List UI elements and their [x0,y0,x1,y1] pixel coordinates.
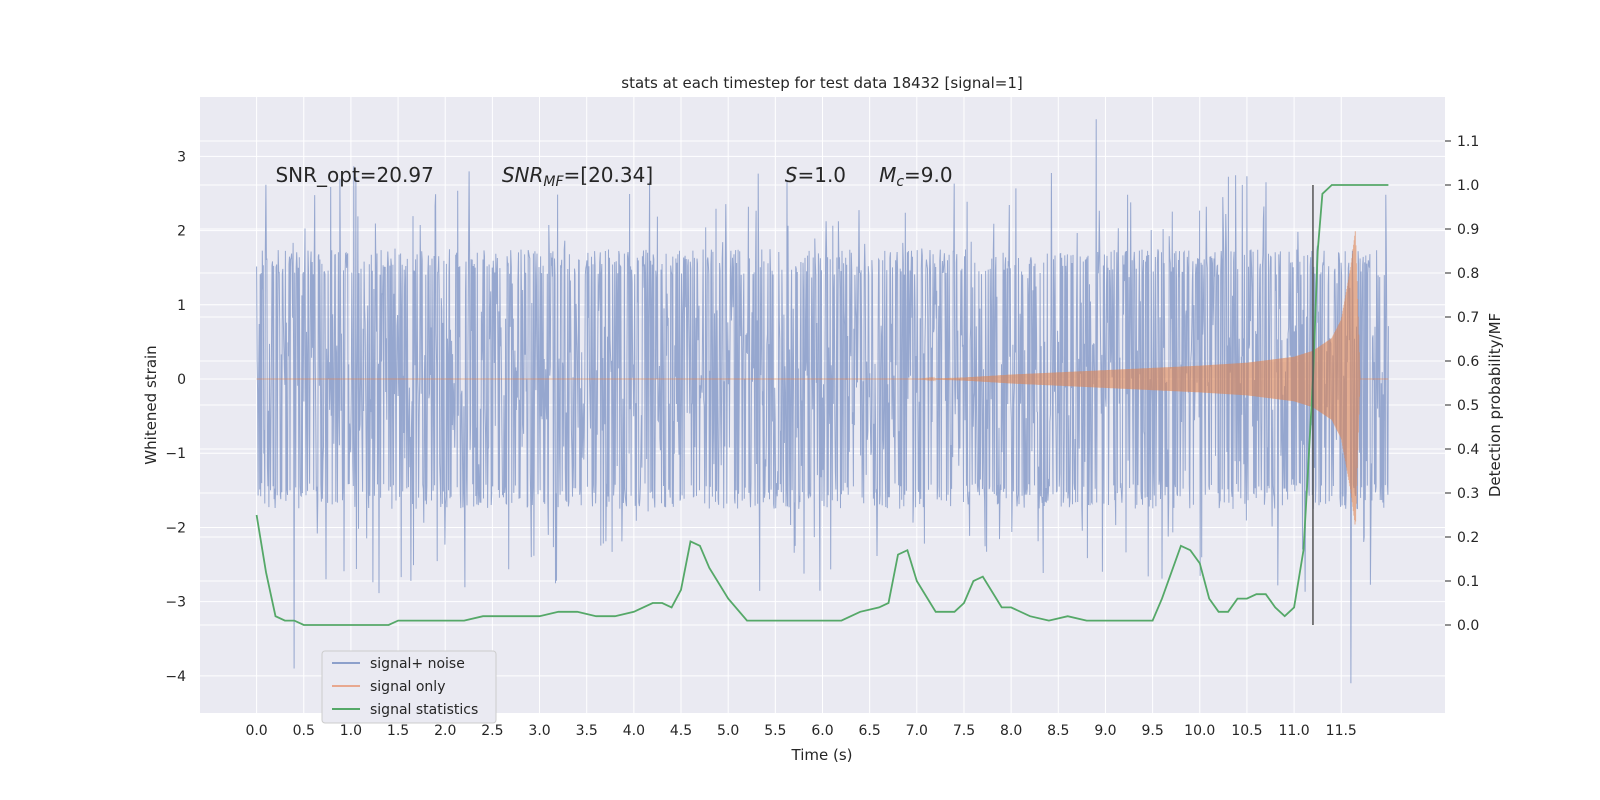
legend-label-noise: signal+ noise [370,656,465,672]
x-tick-label: 3.5 [576,723,598,739]
y2-tick-label: 0.5 [1457,398,1479,414]
y2-tick-label: 0.1 [1457,574,1479,590]
x-axis-label: Time (s) [791,746,853,764]
x-tick-label: 0.5 [293,723,315,739]
signal-series [256,231,1389,525]
x-tick-label: 10.5 [1231,723,1262,739]
y-tick-label: −4 [165,669,186,685]
annotation: S=1.0 [785,163,846,187]
legend-box [321,650,497,724]
x-tick-label: 4.0 [623,723,645,739]
legend-label-signal: signal only [370,679,445,695]
y-ticks: −4 −3 −2 −1 0 1 2 3 [165,149,186,685]
y2-tick-label: 0.0 [1457,618,1479,634]
y-tick-label: −3 [165,595,186,611]
x-tick-label: 1.5 [387,723,409,739]
y2-tick-label: 0.8 [1457,266,1479,282]
stats-series [255,184,1389,626]
y2-tick-label: 0.4 [1457,442,1479,458]
x-tick-label: 9.5 [1141,723,1163,739]
y-tick-label: 0 [177,372,186,388]
x-tick-label: 2.0 [434,723,456,739]
x-tick-label: 8.5 [1047,723,1069,739]
x-tick-label: 4.5 [670,723,692,739]
y2-tick-label: 0.2 [1457,530,1479,546]
annotations: SNR_opt=20.97 SNRMF=[20.34] S=1.0 Mc=9.0 [275,163,952,190]
legend-label-stats: signal statistics [370,702,478,718]
x-ticks: 0.0 0.5 1.0 1.5 2.0 2.5 3.0 3.5 4.0 4.5 5.0 5.5 6.0 6… [245,723,1356,739]
y2-tick-label: 1.0 [1457,178,1479,194]
x-tick-label: 7.5 [953,723,975,739]
x-tick-label: 6.5 [859,723,881,739]
x-tick-label: 7.0 [906,723,928,739]
x-tick-label: 3.0 [528,723,550,739]
x-tick-label: 6.0 [811,723,833,739]
annotation: Mc=9.0 [879,163,953,190]
x-tick-label: 8.0 [1000,723,1022,739]
y-tick-label: 3 [177,149,186,165]
chart-title: stats at each timestep for test data 184… [621,74,1022,92]
x-tick-label: 0.0 [245,723,267,739]
y2-tick-label: 0.7 [1457,310,1479,326]
annotation: SNR_opt=20.97 [275,163,433,187]
x-tick-label: 10.0 [1184,723,1215,739]
legend: signal+ noise signal only signal statist… [321,650,497,724]
y2-tick-label: 1.1 [1457,134,1479,150]
x-tick-label: 5.5 [764,723,786,739]
x-tick-label: 11.0 [1279,723,1310,739]
y2-ticks: 0.0 0.1 0.2 0.3 0.4 0.5 0.6 0.7 0.8 0.9 1.0 1.1 [1445,134,1479,634]
stats-line [255,184,1389,626]
x-tick-label: 1.0 [340,723,362,739]
y2-axis-label: Detection probability/MF [1486,313,1504,497]
noise-line [256,119,1389,684]
x-tick-label: 5.0 [717,723,739,739]
noise-series [256,119,1389,684]
y2-tick-label: 0.6 [1457,354,1479,370]
y-tick-label: 2 [177,224,186,240]
y-tick-label: −1 [165,446,186,462]
y2-tick-label: 0.3 [1457,486,1479,502]
y2-tick-label: 0.9 [1457,222,1479,238]
annotation: SNRMF=[20.34] [502,163,653,190]
x-tick-label: 2.5 [481,723,503,739]
y-tick-label: 1 [177,298,186,314]
y-tick-label: −2 [165,520,186,536]
signal-line [256,231,1389,525]
x-tick-label: 11.5 [1326,723,1357,739]
x-tick-label: 9.0 [1094,723,1116,739]
y-axis-label: Whitened strain [142,345,160,464]
